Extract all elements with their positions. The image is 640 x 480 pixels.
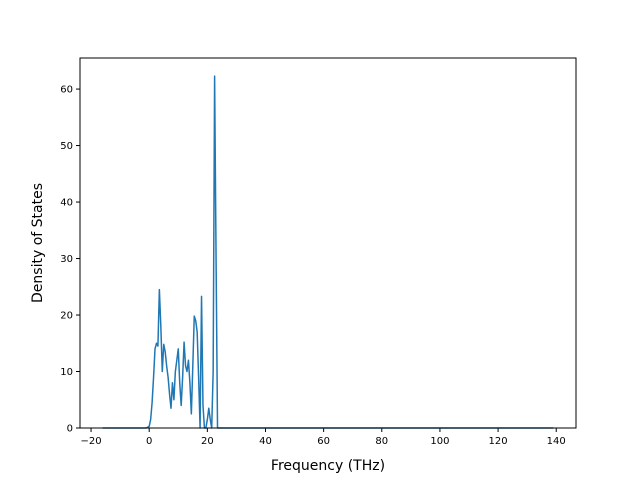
plot-frame — [79, 57, 577, 429]
y-tick-label: 40 — [60, 198, 73, 209]
x-tick-label: 40 — [259, 436, 272, 447]
x-tick-label: −20 — [80, 436, 101, 447]
y-axis-label: Density of States — [30, 183, 46, 303]
y-axis-ticks: 0 10 20 30 40 50 60 — [60, 85, 80, 435]
x-tick-label: 0 — [146, 436, 152, 447]
x-tick-label: 80 — [375, 436, 388, 447]
y-tick-label: 10 — [60, 367, 73, 378]
x-tick-label: 100 — [430, 436, 449, 447]
x-axis-label: Frequency (THz) — [271, 458, 385, 474]
y-tick-label: 30 — [60, 254, 73, 265]
dos-series-line — [102, 75, 554, 429]
y-tick-label: 0 — [67, 424, 73, 435]
x-tick-label: 20 — [201, 436, 214, 447]
x-tick-label: 60 — [317, 436, 330, 447]
x-tick-label: 120 — [489, 436, 508, 447]
y-tick-label: 50 — [60, 141, 73, 152]
y-tick-label: 60 — [60, 85, 73, 96]
series-layer — [102, 75, 554, 429]
y-tick-label: 20 — [60, 311, 73, 322]
x-tick-label: 140 — [547, 436, 566, 447]
x-axis-ticks: −20 0 20 40 60 80 100 120 140 — [80, 428, 566, 447]
